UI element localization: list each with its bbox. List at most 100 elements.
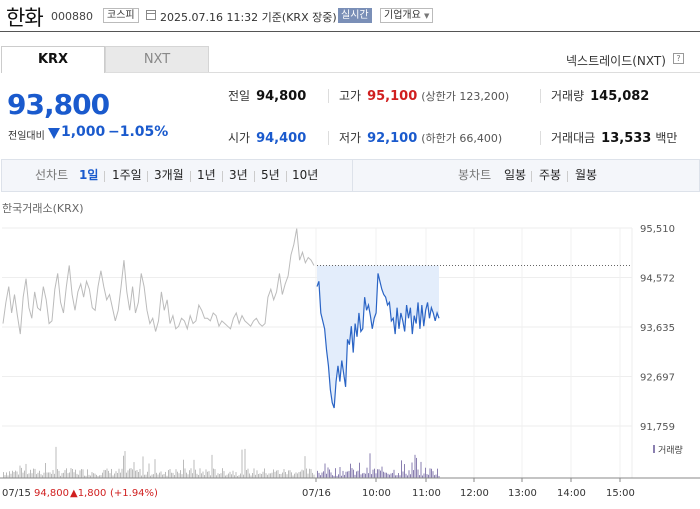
volume-bar: [312, 472, 313, 478]
volume-bar: [423, 473, 425, 478]
candle-chart-label: 봉차트: [458, 168, 492, 182]
volume-bar: [268, 473, 270, 478]
nextrade-link[interactable]: 넥스트레이드(NXT): [566, 54, 666, 68]
volume-bar: [351, 468, 353, 478]
volume-bar: [384, 472, 386, 478]
stat-high: 고가 95,100 (상한가 123,200): [339, 87, 509, 104]
volume-bar: [235, 472, 237, 478]
period-5y[interactable]: 5년: [261, 168, 280, 182]
volume-bar: [81, 469, 82, 478]
period-10y[interactable]: 10년: [292, 168, 319, 182]
x-tick-label: 13:00: [508, 488, 537, 499]
chevron-down-icon: ▼: [424, 12, 430, 20]
volume-bar: [366, 467, 368, 478]
x-tick-label: 10:00: [362, 488, 391, 499]
volume-bar: [277, 470, 279, 478]
volume-bar: [353, 469, 354, 478]
volume-bar: [18, 474, 19, 478]
period-3y[interactable]: 3년: [229, 168, 248, 182]
volume-bar: [240, 473, 241, 478]
period-1d[interactable]: 1일: [79, 168, 99, 182]
volume-bar: [396, 475, 398, 478]
candle-daily[interactable]: 일봉: [504, 168, 527, 182]
volume-bar: [425, 467, 426, 478]
volume-bar: [3, 472, 4, 478]
realtime-button[interactable]: 실시간: [338, 8, 372, 23]
volume-bar: [286, 474, 288, 478]
volume-bar: [63, 472, 64, 478]
bar-divider: [352, 160, 353, 191]
volume-bar: [123, 455, 124, 478]
y-axis: 95,510 94,572 93,635 92,697 91,759: [640, 224, 675, 433]
volume-bar: [75, 469, 76, 478]
y-tick-label: 91,759: [640, 422, 675, 433]
volume-bar: [434, 475, 435, 478]
volume-bar: [438, 475, 440, 478]
x-tick-label: 14:00: [557, 488, 586, 499]
divider: [567, 171, 568, 182]
volume-bar: [324, 463, 326, 478]
volume-bar: [210, 475, 211, 478]
volume-bar: [237, 475, 238, 478]
volume-bar: [207, 471, 208, 478]
volume-bar: [127, 470, 129, 478]
volume-bar: [151, 474, 153, 478]
stat-label: 시가: [228, 131, 251, 145]
x-tick-label: 12:00: [460, 488, 489, 499]
volume-bar: [132, 469, 133, 478]
volume-bar: [6, 472, 7, 478]
volume-bar: [217, 473, 219, 478]
current-price: 93,800: [7, 88, 110, 121]
volume-bar: [374, 468, 375, 478]
candle-weekly[interactable]: 주봉: [539, 168, 562, 182]
period-1w[interactable]: 1주일: [112, 168, 142, 182]
volume-bar: [25, 463, 27, 478]
volume-bar: [304, 456, 306, 478]
volume-bar: [231, 474, 232, 478]
volume-bar: [238, 475, 240, 478]
volume-bar: [288, 470, 289, 478]
volume-bar: [246, 469, 247, 478]
volume-bar: [21, 467, 22, 478]
period-1y[interactable]: 1년: [197, 168, 216, 182]
volume-bar: [243, 474, 244, 478]
today-series: [316, 273, 440, 409]
company-overview-dropdown[interactable]: 기업개요 ▼: [380, 8, 434, 23]
today-area: [317, 265, 439, 408]
volume-bar: [234, 475, 235, 478]
tab-krx[interactable]: KRX: [1, 46, 105, 73]
price-chart-svg: 한국거래소(KRX) 95,510 94,572 93,635 92,697 91,75…: [0, 202, 700, 499]
timestamp: 2025.07.16 11:32 기준(KRX 장중): [160, 11, 337, 24]
volume-bar: [195, 469, 196, 478]
period-3m[interactable]: 3개월: [154, 168, 184, 182]
volume-bar: [150, 475, 151, 478]
volume-bar: [214, 469, 216, 478]
volume-bar: [139, 468, 141, 478]
volume-bar: [387, 473, 389, 478]
volume-bar: [13, 472, 15, 478]
footer-date: 07/15: [2, 488, 31, 499]
candle-monthly[interactable]: 월봉: [575, 168, 598, 182]
volume-bar: [82, 469, 84, 478]
volume-bars: [3, 446, 440, 478]
volume-bar: [310, 469, 312, 478]
volume-bar: [422, 475, 423, 478]
volume-bar: [262, 471, 264, 478]
volume-legend: 거래량: [658, 444, 683, 456]
stock-name: 한화: [6, 6, 44, 30]
volume-bar: [354, 474, 356, 478]
help-icon[interactable]: ?: [673, 53, 684, 64]
volume-bar: [258, 474, 259, 478]
volume-bar: [399, 475, 401, 478]
exchange-label: 한국거래소(KRX): [2, 202, 84, 215]
volume-bar: [180, 470, 181, 478]
volume-bar: [124, 451, 126, 478]
volume-bar: [94, 473, 96, 478]
volume-bar: [419, 475, 420, 478]
stat-label: 거래량: [551, 89, 585, 103]
tab-nxt[interactable]: NXT: [105, 46, 209, 73]
x-tick-label: 15:00: [606, 488, 635, 499]
volume-bar: [291, 472, 292, 478]
volume-bar: [4, 475, 6, 478]
volume-bar: [162, 474, 163, 478]
